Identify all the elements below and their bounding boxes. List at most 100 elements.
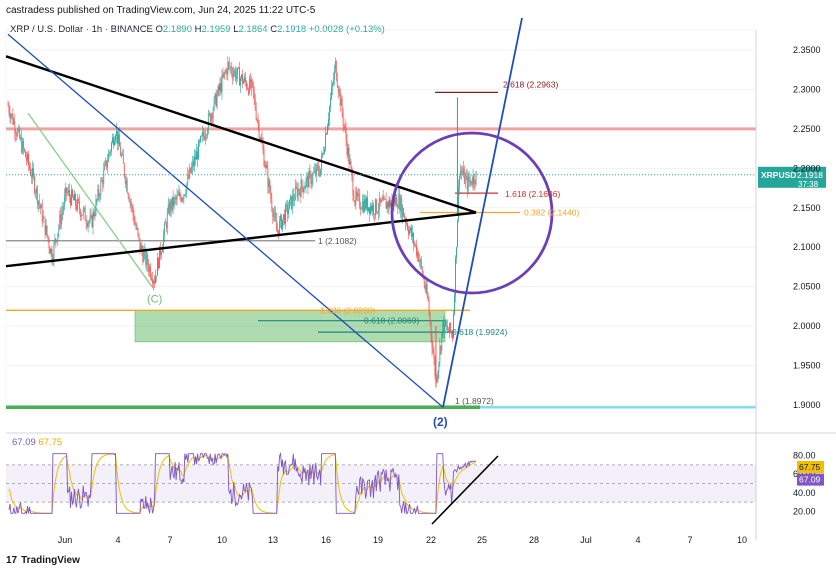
rsi-ma-tag: 67.75	[799, 462, 821, 472]
candle-body	[312, 173, 314, 181]
candle	[80, 212, 82, 221]
candle-body	[157, 258, 158, 276]
candle	[434, 355, 436, 380]
candle-body	[105, 160, 107, 165]
candle-body	[469, 180, 471, 182]
candle-body	[403, 208, 405, 218]
candle	[151, 273, 153, 282]
candle-body	[276, 220, 278, 232]
candle-body	[75, 194, 76, 206]
candle	[440, 344, 442, 355]
candle	[475, 171, 477, 187]
level-label: 0.382 (2.1440)	[524, 208, 579, 218]
candle-body	[419, 259, 421, 262]
candle-body	[120, 155, 122, 156]
candle-body	[100, 181, 102, 197]
candle-body	[13, 121, 15, 125]
candle-body	[182, 198, 184, 200]
candle	[237, 67, 239, 82]
candle-body	[218, 86, 220, 91]
rsi-ma-tag-bg	[797, 460, 824, 473]
candle	[382, 190, 384, 201]
candle	[451, 330, 452, 339]
candle-body	[119, 146, 121, 156]
candle-body	[77, 198, 79, 202]
candle-body	[43, 216, 45, 218]
candle-body	[466, 175, 468, 191]
candle	[33, 163, 34, 181]
candle-body	[302, 186, 304, 193]
candle	[167, 197, 169, 215]
candle-body	[34, 192, 36, 194]
candle-body	[178, 192, 180, 196]
tradingview-brand[interactable]: 17 TradingView	[6, 555, 80, 566]
candle	[138, 233, 140, 242]
candle-body	[156, 275, 157, 277]
candle-body	[267, 168, 269, 188]
candle	[108, 149, 110, 163]
candle-body	[344, 126, 346, 129]
candle-body	[240, 78, 241, 86]
candle-body	[104, 164, 106, 170]
candle	[29, 161, 30, 171]
candle-body	[415, 244, 416, 246]
candle	[300, 173, 302, 198]
candle	[389, 196, 391, 209]
candle	[416, 239, 417, 259]
candle	[441, 332, 443, 355]
candle-body	[15, 132, 17, 135]
low-label: L	[233, 24, 239, 35]
candle	[227, 56, 229, 81]
candle	[86, 219, 88, 229]
candle	[168, 199, 170, 216]
candle-body	[109, 152, 111, 154]
candle-body	[337, 86, 339, 93]
candle	[190, 167, 192, 174]
candle-body	[103, 169, 105, 185]
candle	[253, 86, 255, 105]
candle	[247, 87, 249, 97]
candle	[122, 148, 124, 164]
candle-body	[446, 325, 448, 327]
candle-body	[389, 199, 391, 207]
candle-body	[204, 135, 206, 140]
candle	[437, 370, 439, 384]
candle	[332, 72, 334, 87]
candle-body	[62, 209, 64, 214]
candle	[126, 177, 128, 194]
candle	[220, 77, 222, 95]
candle-body	[258, 123, 260, 138]
candle-body	[456, 246, 457, 259]
candle	[367, 190, 368, 215]
candle	[110, 149, 111, 157]
candle	[64, 188, 66, 211]
symbol-name[interactable]: XRP / U.S. Dollar · 1h · BINANCE	[10, 24, 153, 35]
candle	[215, 90, 217, 108]
y-tick-label: 1.9500	[793, 361, 821, 371]
candle	[31, 169, 32, 185]
candle-body	[41, 204, 43, 222]
candle	[178, 184, 180, 196]
candle	[189, 163, 191, 180]
level-label: 0.618 (2.0069)	[364, 316, 419, 326]
candle-body	[177, 195, 179, 196]
candle-body	[113, 137, 114, 146]
rsi-legend: 67.09 67.75	[12, 437, 62, 448]
candle	[54, 233, 56, 245]
candle-body	[53, 242, 55, 260]
candle-body	[342, 113, 344, 125]
candle	[387, 200, 389, 215]
candle-body	[365, 199, 366, 209]
candle	[288, 199, 290, 210]
candle-body	[8, 105, 10, 113]
candle	[356, 186, 358, 201]
candle	[216, 89, 218, 110]
candle-body	[265, 164, 267, 168]
candle-body	[273, 214, 275, 218]
candle	[99, 192, 101, 203]
candle-body	[195, 156, 196, 160]
candle-body	[165, 223, 167, 229]
candle-body	[234, 70, 236, 74]
x-tick-label: 10	[737, 535, 747, 545]
